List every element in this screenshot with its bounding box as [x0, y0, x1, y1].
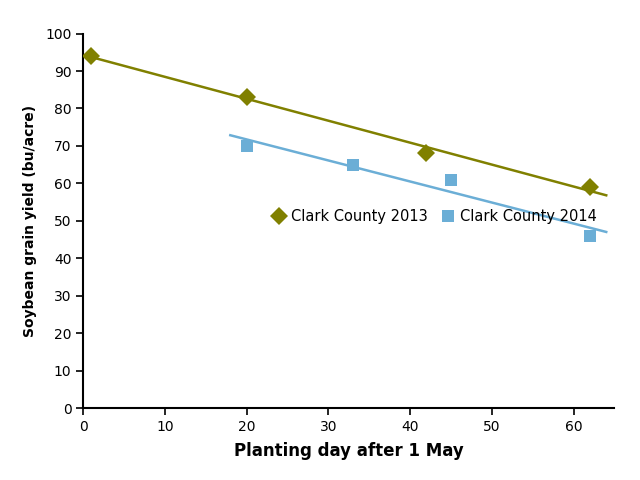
X-axis label: Planting day after 1 May: Planting day after 1 May — [234, 442, 463, 460]
Y-axis label: Soybean grain yield (bu/acre): Soybean grain yield (bu/acre) — [22, 105, 36, 337]
Legend: Clark County 2013, Clark County 2014: Clark County 2013, Clark County 2014 — [273, 209, 596, 224]
